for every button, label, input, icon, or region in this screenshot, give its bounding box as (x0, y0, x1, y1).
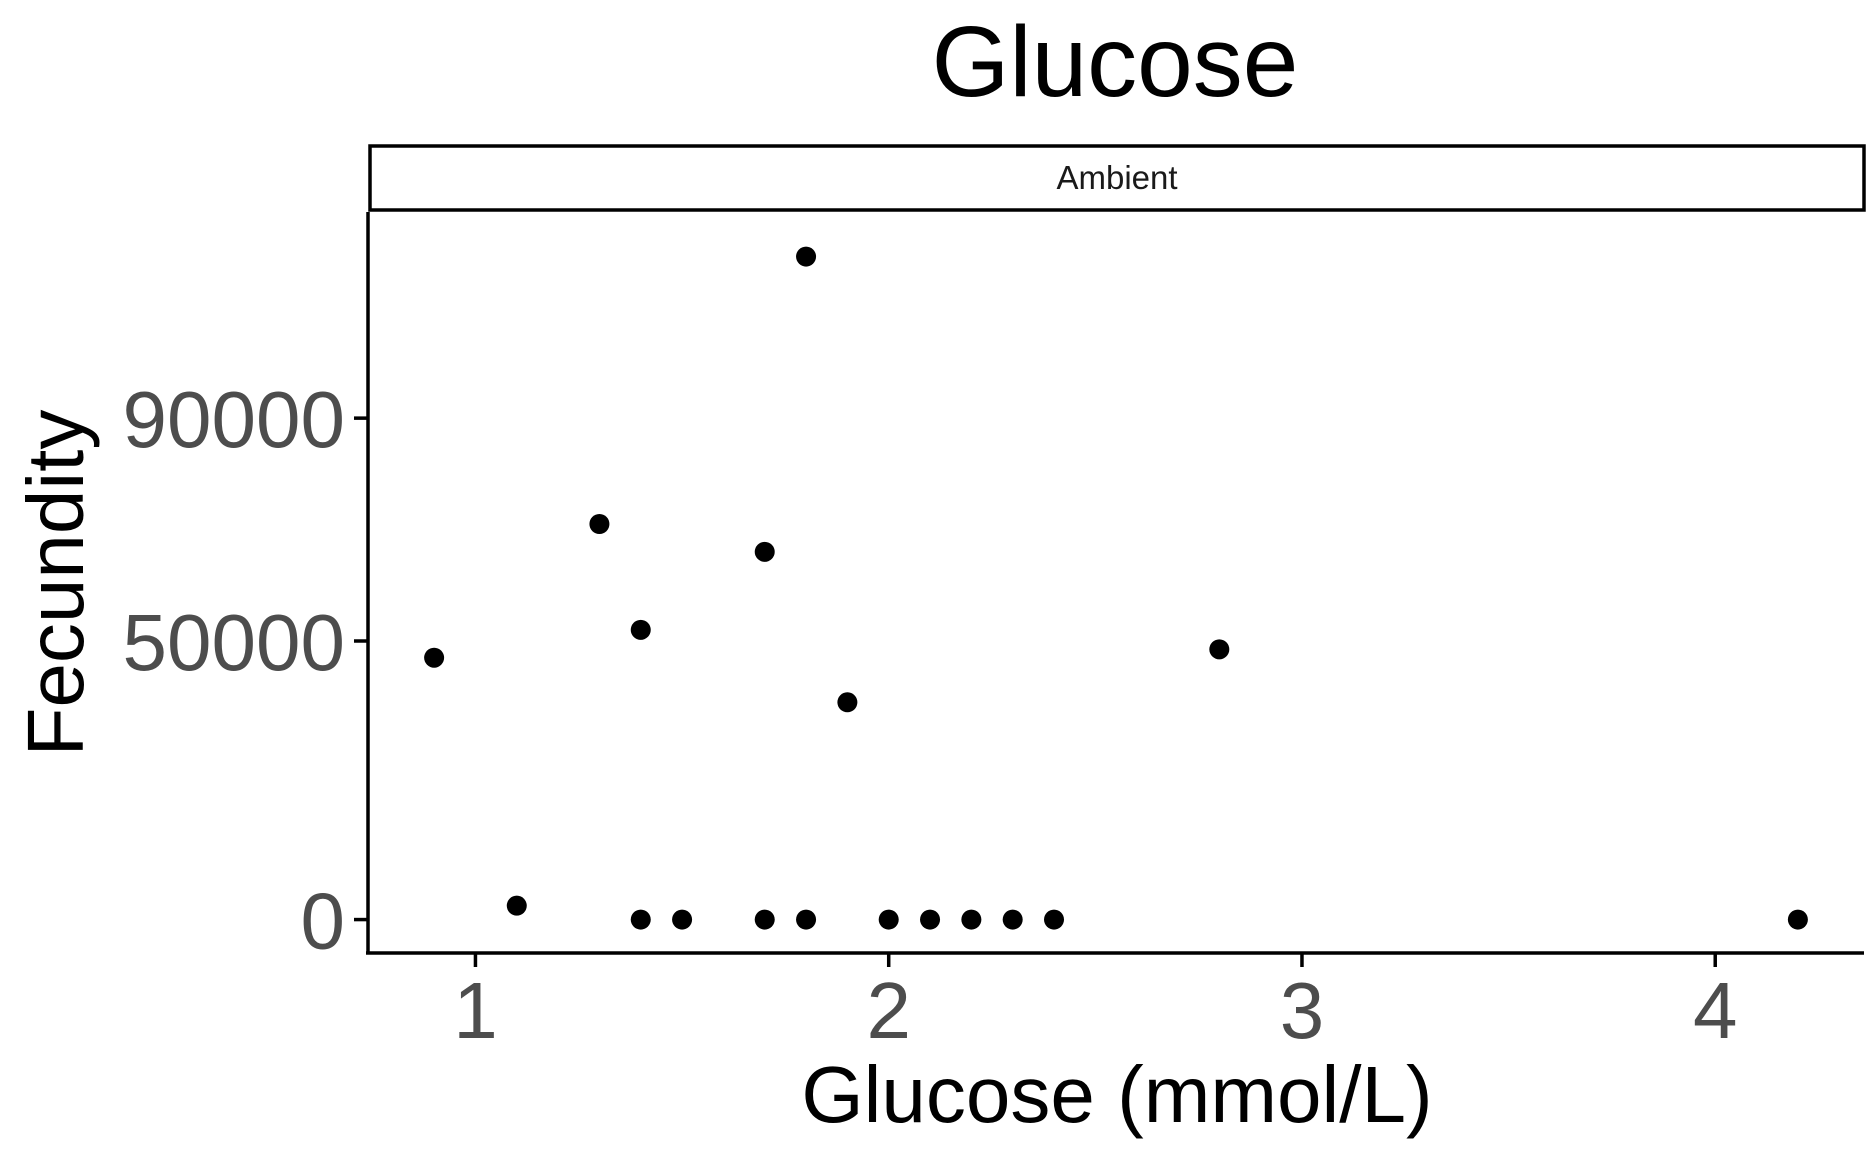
x-tick-label: 3 (1280, 966, 1325, 1055)
y-axis-title: Fecundity (11, 410, 100, 757)
plot-area (424, 246, 1808, 930)
data-point (878, 909, 899, 930)
x-axis-ticks: 1 2 3 4 (453, 953, 1737, 1055)
chart-title: Glucose (932, 6, 1299, 118)
y-axis-ticks: 0 50000 90000 (123, 375, 368, 966)
data-point (754, 909, 775, 930)
data-point (424, 647, 445, 668)
data-point (961, 909, 982, 930)
data-point (754, 541, 775, 562)
x-tick-label: 2 (866, 966, 911, 1055)
data-point (796, 246, 817, 267)
data-point (506, 895, 527, 916)
data-point (1002, 909, 1023, 930)
data-point (920, 909, 941, 930)
data-point (630, 619, 651, 640)
y-tick-label: 50000 (123, 598, 345, 687)
data-point (796, 909, 817, 930)
data-point (1209, 639, 1230, 660)
data-point (837, 692, 858, 713)
data-point (1787, 909, 1808, 930)
x-tick-label: 4 (1693, 966, 1738, 1055)
data-point (1044, 909, 1065, 930)
data-point (589, 514, 610, 534)
y-tick-label: 90000 (123, 375, 345, 464)
data-point (672, 909, 693, 930)
facet-label: Ambient (1056, 159, 1177, 196)
data-point (630, 909, 651, 930)
x-axis-title: Glucose (mmol/L) (801, 1050, 1432, 1139)
x-tick-label: 1 (453, 966, 498, 1055)
y-tick-label: 0 (301, 877, 346, 966)
facet-strip (368, 144, 1866, 212)
